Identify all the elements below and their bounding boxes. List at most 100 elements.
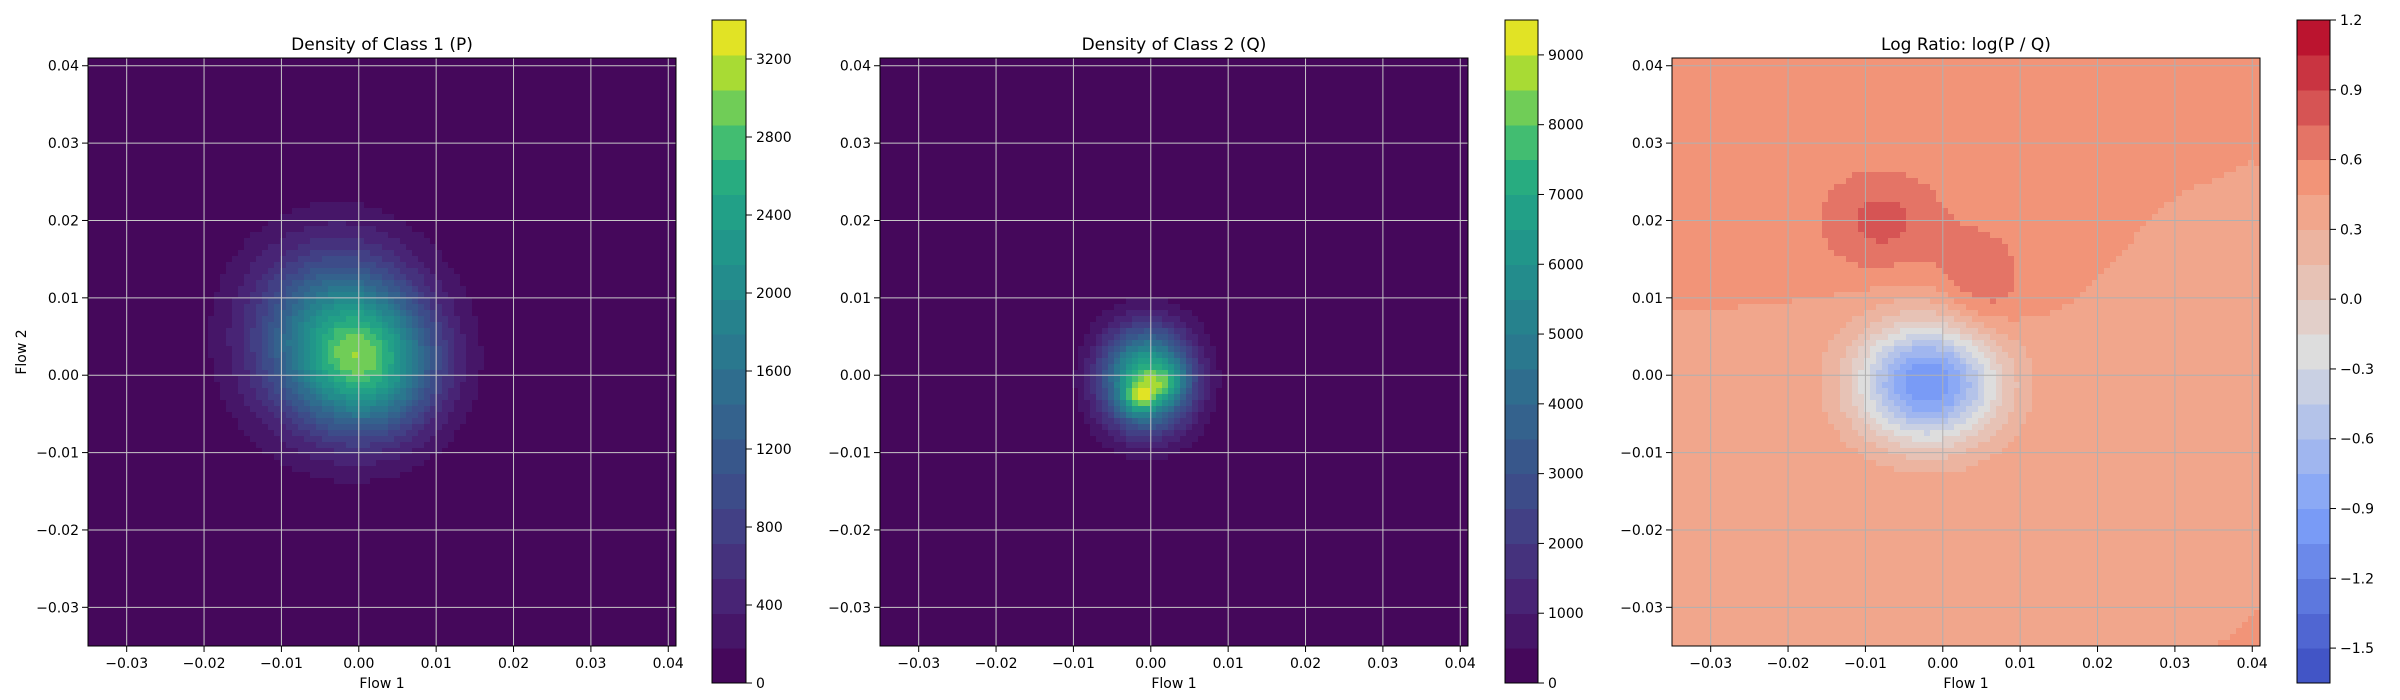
heatmap-cell	[544, 178, 551, 185]
heatmap-cell	[256, 214, 263, 221]
heatmap-cell	[628, 202, 635, 209]
heatmap-cell	[136, 160, 143, 167]
heatmap-cell	[616, 304, 623, 311]
heatmap-cell	[94, 274, 101, 281]
heatmap-cell	[166, 196, 173, 203]
heatmap-cell	[610, 88, 617, 95]
heatmap-cell	[472, 172, 479, 179]
heatmap-cell	[304, 112, 311, 119]
heatmap-cell	[430, 334, 437, 341]
heatmap-cell	[238, 172, 245, 179]
heatmap-cell	[94, 136, 101, 143]
heatmap-cell	[190, 256, 197, 263]
heatmap-cell	[460, 172, 467, 179]
heatmap-cell	[124, 304, 131, 311]
heatmap-cell	[232, 166, 239, 173]
heatmap-cell	[220, 220, 227, 227]
heatmap-cell	[388, 316, 395, 323]
heatmap-cell	[334, 268, 341, 275]
heatmap-cell	[556, 274, 563, 281]
heatmap-cell	[466, 112, 473, 119]
heatmap-cell	[88, 154, 95, 161]
heatmap-cell	[544, 226, 551, 233]
heatmap-cell	[658, 226, 665, 233]
heatmap-cell	[478, 64, 485, 71]
heatmap-cell	[178, 286, 185, 293]
heatmap-cell	[484, 106, 491, 113]
heatmap-cell	[646, 268, 653, 275]
heatmap-cell	[148, 316, 155, 323]
heatmap-cell	[298, 124, 305, 131]
heatmap-cell	[580, 352, 587, 359]
heatmap-cell	[592, 124, 599, 131]
heatmap-cell	[502, 166, 509, 173]
heatmap-cell	[532, 268, 539, 275]
heatmap-cell	[436, 250, 443, 257]
heatmap-cell	[442, 358, 449, 365]
heatmap-cell	[310, 256, 317, 263]
heatmap-cell	[196, 298, 203, 305]
heatmap-cell	[214, 238, 221, 245]
heatmap-cell	[490, 178, 497, 185]
heatmap-cell	[544, 94, 551, 101]
heatmap-cell	[550, 130, 557, 137]
heatmap-cell	[130, 352, 137, 359]
heatmap-cell	[490, 172, 497, 179]
heatmap-cell	[226, 106, 233, 113]
heatmap-cell	[424, 280, 431, 287]
heatmap-cell	[514, 304, 521, 311]
heatmap-cell	[502, 340, 509, 347]
heatmap-cell	[418, 214, 425, 221]
heatmap-cell	[220, 214, 227, 221]
heatmap-cell	[640, 124, 647, 131]
heatmap-cell	[196, 70, 203, 77]
heatmap-cell	[214, 262, 221, 269]
heatmap-cell	[610, 64, 617, 71]
heatmap-cell	[526, 196, 533, 203]
heatmap-cell	[622, 112, 629, 119]
heatmap-cell	[568, 244, 575, 251]
heatmap-cell	[526, 208, 533, 215]
heatmap-cell	[376, 196, 383, 203]
heatmap-cell	[364, 166, 371, 173]
heatmap-cell	[238, 274, 245, 281]
heatmap-cell	[184, 262, 191, 269]
heatmap-cell	[214, 112, 221, 119]
heatmap-cell	[190, 298, 197, 305]
heatmap-cell	[442, 160, 449, 167]
heatmap-cell	[520, 124, 527, 131]
heatmap-cell	[292, 130, 299, 137]
heatmap-cell	[118, 82, 125, 89]
heatmap-cell	[352, 160, 359, 167]
heatmap-cell	[634, 328, 641, 335]
heatmap-cell	[658, 124, 665, 131]
heatmap-cell	[586, 94, 593, 101]
heatmap-cell	[658, 214, 665, 221]
heatmap-cell	[214, 76, 221, 83]
heatmap-cell	[148, 226, 155, 233]
heatmap-cell	[580, 358, 587, 365]
heatmap-cell	[610, 340, 617, 347]
heatmap-cell	[514, 226, 521, 233]
heatmap-cell	[586, 220, 593, 227]
heatmap-cell	[526, 106, 533, 113]
heatmap-cell	[328, 256, 335, 263]
heatmap-cell	[136, 124, 143, 131]
heatmap-cell	[376, 232, 383, 239]
heatmap-cell	[472, 100, 479, 107]
heatmap-cell	[544, 100, 551, 107]
heatmap-cell	[106, 118, 113, 125]
heatmap-cell	[334, 136, 341, 143]
heatmap-cell	[178, 304, 185, 311]
heatmap-cell	[586, 322, 593, 329]
heatmap-cell	[178, 328, 185, 335]
heatmap-cell	[550, 64, 557, 71]
heatmap-cell	[400, 328, 407, 335]
heatmap-cell	[658, 190, 665, 197]
heatmap-cell	[562, 208, 569, 215]
heatmap-cell	[202, 208, 209, 215]
heatmap-cell	[226, 178, 233, 185]
heatmap-cell	[526, 304, 533, 311]
heatmap-cell	[328, 304, 335, 311]
heatmap-cell	[352, 310, 359, 317]
